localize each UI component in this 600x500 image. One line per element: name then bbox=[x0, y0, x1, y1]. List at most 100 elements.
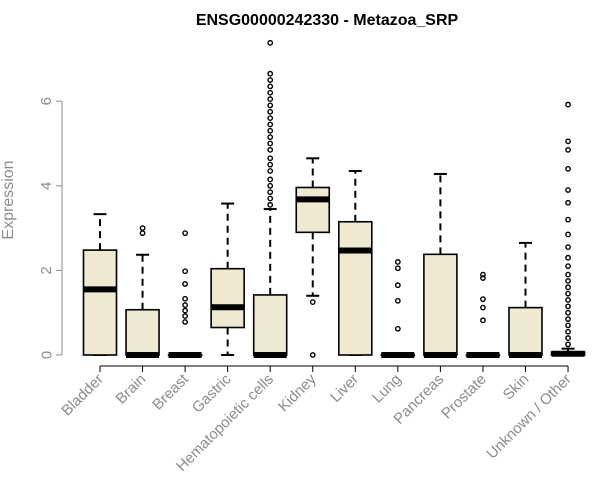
outlier-point bbox=[139, 230, 146, 237]
outlier-point bbox=[565, 146, 571, 153]
outlier-point bbox=[267, 182, 274, 189]
box-rect bbox=[252, 294, 288, 356]
outlier-point bbox=[565, 165, 571, 172]
box-group bbox=[82, 213, 118, 356]
outlier-point bbox=[267, 102, 274, 109]
outlier-point bbox=[565, 297, 571, 303]
outlier-point bbox=[565, 231, 571, 238]
outlier-point bbox=[480, 296, 486, 303]
outlier-point bbox=[182, 319, 189, 325]
outlier-point bbox=[139, 225, 146, 232]
x-tick-label: Brain bbox=[113, 371, 150, 408]
outlier-point bbox=[394, 282, 401, 289]
box-group bbox=[550, 101, 586, 357]
outlier-point bbox=[565, 101, 571, 108]
outlier-point bbox=[565, 309, 571, 316]
outlier-point bbox=[267, 96, 274, 102]
outlier-point bbox=[267, 140, 274, 147]
outlier-point bbox=[182, 295, 189, 302]
outlier-point bbox=[267, 176, 274, 183]
outlier-point bbox=[267, 108, 274, 115]
outlier-point bbox=[565, 187, 571, 193]
outlier-point bbox=[565, 271, 571, 278]
outlier-point bbox=[267, 39, 274, 46]
outlier-point bbox=[565, 278, 571, 284]
outlier-point bbox=[267, 201, 274, 208]
box-rect bbox=[82, 249, 118, 356]
outlier-point bbox=[267, 70, 274, 77]
outlier-point bbox=[565, 290, 571, 297]
outlier-point bbox=[565, 303, 571, 310]
outlier-point bbox=[394, 325, 401, 332]
box-rect bbox=[508, 306, 543, 356]
outlier-point bbox=[267, 134, 274, 141]
y-axis: 0 2 4 6 bbox=[38, 97, 63, 359]
outlier-point bbox=[394, 265, 401, 272]
outlier-point bbox=[309, 352, 316, 358]
outlier-point bbox=[267, 195, 274, 202]
x-tick-label: Prostate bbox=[438, 371, 490, 423]
box-group bbox=[337, 169, 373, 356]
outlier-point bbox=[565, 316, 571, 322]
outlier-point bbox=[394, 259, 401, 265]
outlier-point bbox=[565, 341, 571, 348]
outlier-point bbox=[182, 313, 189, 319]
box-group bbox=[423, 172, 458, 358]
outlier-point bbox=[267, 146, 274, 153]
outlier-point bbox=[565, 284, 571, 291]
box-rect bbox=[210, 267, 245, 329]
x-tick-label: Bladder bbox=[58, 371, 107, 420]
outlier-point bbox=[182, 302, 189, 308]
outlier-point bbox=[565, 244, 571, 251]
box-group bbox=[125, 225, 160, 358]
boxes-layer bbox=[82, 39, 586, 358]
box-rect bbox=[337, 220, 373, 356]
y-tick-label: 0 bbox=[38, 351, 55, 359]
box-group bbox=[380, 259, 416, 358]
outlier-point bbox=[267, 155, 274, 162]
outlier-point bbox=[565, 199, 571, 206]
outlier-point bbox=[182, 281, 189, 287]
box-group bbox=[295, 157, 331, 358]
outlier-point bbox=[182, 268, 189, 275]
y-axis-label: Expression bbox=[0, 160, 17, 239]
box-group bbox=[167, 230, 203, 358]
outlier-point bbox=[480, 304, 486, 311]
y-tick-label: 2 bbox=[38, 266, 55, 274]
box-rect bbox=[125, 308, 160, 356]
outlier-point bbox=[480, 317, 486, 324]
outlier-point bbox=[565, 328, 571, 335]
outlier-point bbox=[480, 271, 486, 278]
outlier-point bbox=[565, 254, 571, 261]
x-tick-label: Kidney bbox=[275, 370, 320, 415]
box-rect bbox=[295, 186, 331, 234]
outlier-point bbox=[480, 275, 486, 281]
x-tick-label: Breast bbox=[149, 370, 192, 413]
box-group bbox=[210, 202, 245, 356]
outlier-point bbox=[267, 83, 274, 90]
outlier-point bbox=[394, 297, 401, 304]
outlier-point bbox=[182, 230, 189, 237]
outlier-point bbox=[267, 89, 274, 96]
outlier-point bbox=[267, 77, 274, 83]
outlier-point bbox=[182, 307, 189, 314]
outlier-point bbox=[267, 115, 274, 122]
outlier-point bbox=[267, 121, 274, 128]
outlier-point bbox=[565, 263, 571, 270]
x-tick-label: Skin bbox=[500, 371, 533, 404]
outlier-point bbox=[565, 322, 571, 329]
y-tick-label: 6 bbox=[38, 97, 55, 105]
chart-title: ENSG00000242330 - Metazoa_SRP bbox=[196, 12, 459, 29]
outlier-point bbox=[565, 216, 571, 223]
outlier-point bbox=[565, 138, 571, 145]
outlier-point bbox=[267, 127, 274, 134]
outlier-point bbox=[267, 168, 274, 174]
box-group bbox=[465, 271, 501, 358]
x-tick-label: Liver bbox=[327, 371, 362, 406]
y-tick-label: 4 bbox=[38, 182, 55, 190]
box-group bbox=[252, 39, 288, 358]
outlier-point bbox=[309, 299, 316, 306]
outlier-point bbox=[565, 335, 571, 341]
